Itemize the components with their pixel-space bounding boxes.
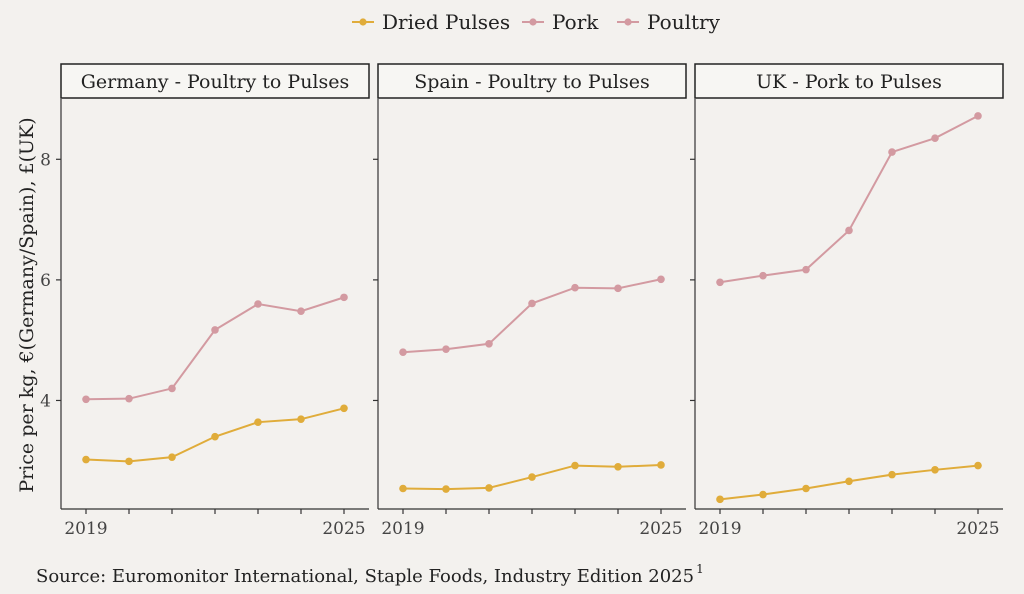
data-point (485, 484, 493, 492)
data-point (888, 470, 896, 479)
panel-title: Spain - Poultry to Pulses (414, 71, 650, 93)
panel-2: Spain - Poultry to Pulses 2019 2025 (373, 63, 687, 539)
data-point (82, 395, 90, 404)
data-point (168, 384, 176, 393)
series-dried-pulses (399, 461, 665, 493)
data-point (974, 112, 982, 120)
x-tick-label: 2025 (639, 519, 682, 539)
data-point (442, 345, 450, 354)
panel-strip (60, 63, 370, 99)
y-tick-label: 6 (40, 271, 51, 291)
data-point (974, 461, 982, 470)
data-point (340, 293, 348, 302)
source-main: Source: Euromonitor International, Stapl… (36, 566, 694, 587)
data-point (125, 457, 133, 466)
data-point (759, 490, 767, 499)
data-point (125, 394, 133, 403)
y-axis-label-group: Price per kg, €(Germany/Spain), £(UK) (16, 117, 38, 492)
legend-label: Pork (552, 10, 599, 34)
panel-1: Germany - Poultry to Pulses 2019 2025 4 6 8 (40, 63, 370, 539)
data-point (716, 278, 724, 287)
x-tick-label: 2025 (322, 519, 365, 539)
data-point (888, 148, 896, 156)
data-point (528, 473, 536, 481)
data-point (845, 226, 853, 235)
data-point (657, 275, 665, 284)
y-axis-label: Price per kg, €(Germany/Spain), £(UK) (16, 117, 38, 492)
legend-label: Poultry (647, 10, 721, 34)
data-point (442, 485, 450, 493)
source-superscript: 1 (696, 562, 704, 576)
data-point (931, 134, 939, 142)
data-point (802, 265, 810, 274)
data-point (297, 415, 305, 423)
series-poultry (82, 293, 348, 404)
series-dried-pulses (716, 461, 982, 504)
data-point (211, 326, 219, 334)
panel-strip (377, 63, 687, 99)
data-point (931, 466, 939, 474)
data-point (168, 453, 176, 461)
panel-strip (694, 63, 1004, 99)
data-point (716, 495, 724, 504)
data-point (399, 348, 407, 357)
data-point (759, 271, 767, 280)
data-point (399, 484, 407, 493)
data-point (845, 477, 853, 486)
data-point (211, 432, 219, 441)
series-pork (716, 112, 982, 287)
legend: Dried Pulses Pork Poultry (352, 10, 721, 34)
x-tick-label: 2019 (381, 519, 424, 539)
y-tick-label: 4 (40, 391, 51, 411)
x-tick-label: 2019 (698, 519, 741, 539)
legend-marker (359, 18, 367, 26)
x-tick-label: 2019 (64, 519, 107, 539)
legend-label: Dried Pulses (382, 10, 510, 34)
series-poultry (399, 275, 665, 357)
series-line (719, 114, 979, 284)
legend-item-poultry: Poultry (617, 10, 721, 34)
data-point (571, 283, 579, 292)
data-point (340, 404, 348, 413)
data-point (614, 462, 622, 471)
data-point (528, 299, 536, 308)
data-point (254, 300, 262, 308)
series-line (402, 278, 662, 354)
panel-title: Germany - Poultry to Pulses (81, 71, 350, 93)
data-point (254, 418, 262, 426)
source-note: Source: Euromonitor International, Stapl… (36, 562, 704, 587)
data-point (485, 339, 493, 348)
legend-item-dried-pulses: Dried Pulses (352, 10, 510, 34)
y-tick-label: 8 (40, 150, 51, 170)
series-dried-pulses (82, 404, 348, 466)
data-point (82, 455, 90, 464)
data-point (571, 461, 579, 470)
panels: Germany - Poultry to Pulses 2019 2025 4 6 8 Sp… (40, 63, 1004, 539)
panel-3: UK - Pork to Pulses 2019 2025 (690, 63, 1004, 539)
data-point (614, 284, 622, 293)
legend-item-pork: Pork (522, 10, 599, 34)
series-line (85, 296, 345, 401)
legend-marker (529, 18, 537, 26)
source-text: Source: Euromonitor International, Stapl… (36, 562, 704, 587)
x-tick-label: 2025 (956, 519, 999, 539)
data-point (802, 484, 810, 493)
data-point (297, 307, 305, 316)
panel-title: UK - Pork to Pulses (756, 71, 942, 93)
legend-marker (624, 18, 632, 26)
data-point (657, 461, 665, 469)
